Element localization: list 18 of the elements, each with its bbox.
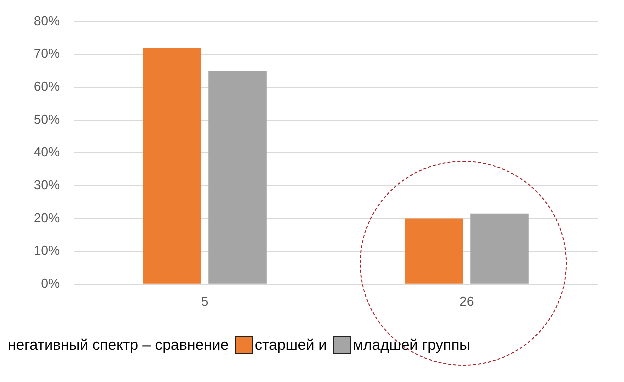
legend-title: негативный спектр – сравнение [8, 336, 229, 354]
y-tick-label: 20% [34, 210, 60, 226]
bar [208, 71, 267, 284]
y-tick-label: 30% [34, 178, 60, 193]
bar [405, 218, 464, 284]
y-tick-label: 0% [41, 276, 60, 291]
y-tick-label: 40% [34, 144, 60, 160]
y-tick-label: 80% [34, 13, 60, 28]
bar [470, 214, 529, 284]
y-tick-label: 70% [34, 46, 60, 62]
legend-label: старшей и [254, 336, 328, 354]
legend-label: младшей группы [353, 336, 470, 354]
y-tick-label: 10% [34, 243, 60, 258]
bar [143, 48, 202, 284]
x-tick-label: 5 [201, 294, 209, 309]
x-tick-label: 26 [460, 294, 474, 309]
y-tick-label: 60% [34, 79, 60, 94]
y-tick-label: 50% [34, 112, 60, 127]
